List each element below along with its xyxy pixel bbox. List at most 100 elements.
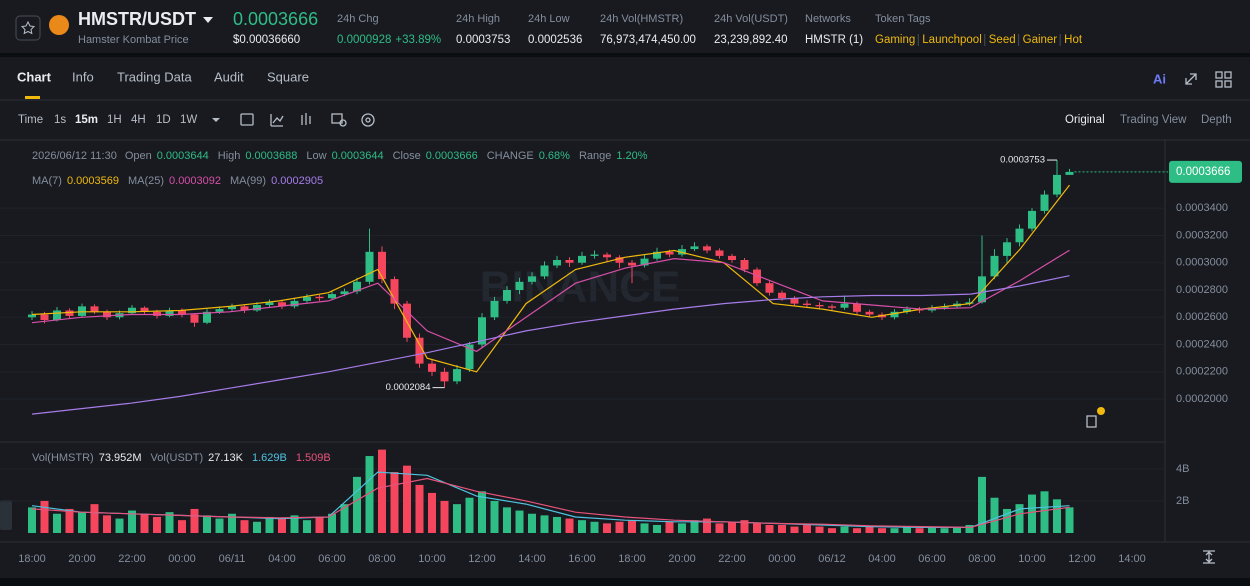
candle-body: [753, 269, 761, 284]
candle-body: [803, 303, 811, 305]
volume-bar: [1065, 507, 1074, 533]
tab[interactable]: Square: [267, 69, 309, 84]
volume-bar: [753, 523, 761, 533]
volume-bar: [353, 476, 361, 533]
x-tick-label: 00:00: [768, 553, 796, 565]
token-tag[interactable]: Seed: [989, 34, 1016, 46]
token-tag[interactable]: Launchpool: [922, 34, 981, 46]
panel-toggle[interactable]: [0, 500, 12, 530]
view-option[interactable]: Trading View: [1120, 114, 1187, 126]
tab[interactable]: Trading Data: [117, 69, 192, 84]
interval[interactable]: 1D: [156, 114, 171, 126]
token-tag[interactable]: Gainer: [1023, 34, 1058, 46]
volume-bar: [203, 515, 211, 533]
volume-bar: [690, 520, 699, 533]
token-tag[interactable]: Hot: [1064, 34, 1083, 46]
volume-bar: [765, 524, 774, 533]
candle-body: [740, 260, 749, 270]
tab[interactable]: Chart: [17, 69, 52, 84]
coin-logo: [49, 15, 69, 35]
volume-bar: [853, 528, 861, 533]
stat-label: 24h Low: [528, 13, 570, 25]
volume-bar: [240, 520, 249, 533]
volume-bar: [453, 504, 461, 533]
volume-bar: [990, 497, 999, 533]
ai-button[interactable]: Ai: [1153, 71, 1166, 86]
interval[interactable]: 1s: [54, 114, 66, 126]
volume-bar: [528, 513, 536, 533]
candle-body: [415, 337, 424, 364]
volume-bar: [340, 504, 349, 533]
volume-bar: [553, 516, 561, 533]
volume-bar: [565, 518, 574, 533]
y-tick-label: 0.0002600: [1176, 311, 1228, 323]
volume-bar: [65, 508, 74, 533]
x-tick-label: 04:00: [268, 553, 296, 565]
candle-body: [790, 298, 799, 304]
view-option[interactable]: Original: [1065, 114, 1105, 126]
candle-body: [765, 283, 774, 293]
tab[interactable]: Audit: [214, 69, 244, 84]
volume-bar: [828, 528, 836, 533]
token-tag[interactable]: Gaming: [875, 34, 915, 46]
x-tick-label: 06/12: [818, 553, 846, 565]
interval[interactable]: 1H: [107, 114, 122, 126]
stat-label: Token Tags: [875, 13, 931, 25]
volume-bar: [415, 484, 424, 533]
legend-label: Low: [306, 150, 326, 162]
x-tick-label: 06/11: [219, 553, 246, 565]
candle-body: [40, 314, 49, 320]
volume-bar: [465, 497, 474, 533]
stat-value: 0.0000928: [337, 34, 391, 46]
legend-value: 1.629B: [252, 452, 287, 464]
volume-bar: [790, 526, 799, 533]
volume-bar: [53, 513, 61, 533]
x-tick-label: 22:00: [718, 553, 746, 565]
y-tick-label: 4B: [1176, 463, 1189, 475]
favorite-button[interactable]: [15, 15, 41, 41]
x-tick-label: 08:00: [968, 553, 996, 565]
candle-body: [528, 276, 536, 282]
x-tick-label: 00:00: [168, 553, 196, 565]
candle-body: [903, 309, 911, 312]
candle-body: [490, 300, 499, 318]
volume-bar: [440, 500, 449, 533]
volume-bar: [1053, 499, 1061, 533]
stat-value: 0.0002536: [528, 34, 582, 46]
candle-body: [53, 310, 61, 320]
volume-bar: [628, 520, 636, 533]
pair-caret[interactable]: [203, 17, 213, 23]
volume-bar: [615, 521, 624, 533]
volume-bar: [1015, 504, 1024, 533]
tab[interactable]: Info: [72, 69, 94, 84]
volume-bar: [740, 520, 749, 533]
volume-bar: [703, 518, 711, 533]
candle-body: [840, 303, 849, 308]
volume-bar: [578, 520, 586, 533]
view-option[interactable]: Depth: [1201, 114, 1232, 126]
x-tick-label: 16:00: [568, 553, 596, 565]
volume-bar: [278, 518, 286, 533]
legend-value: 73.952M: [99, 452, 142, 464]
x-tick-label: 18:00: [18, 553, 46, 565]
candle-body: [703, 246, 711, 251]
volume-bar: [190, 508, 199, 533]
interval[interactable]: 15m: [75, 114, 98, 126]
stat-value: 0.0003753: [456, 34, 510, 46]
volume-bar: [303, 520, 311, 533]
legend-value: 0.68%: [539, 150, 570, 162]
legend-value: 0.0003092: [169, 175, 221, 187]
tool-icons[interactable]: [240, 71, 1232, 564]
interval[interactable]: 4H: [131, 114, 146, 126]
y-tick-label: 0.0002800: [1176, 284, 1228, 296]
legend-value: 0.0003644: [332, 150, 384, 162]
interval[interactable]: 1W: [180, 114, 197, 126]
ma-line: [31, 275, 1070, 415]
candle-body: [65, 310, 74, 316]
interval-caret[interactable]: [212, 118, 220, 122]
interval[interactable]: Time: [18, 114, 43, 126]
candle-body: [515, 281, 524, 290]
volume-bar: [590, 521, 599, 533]
volume-bar: [1028, 494, 1036, 533]
